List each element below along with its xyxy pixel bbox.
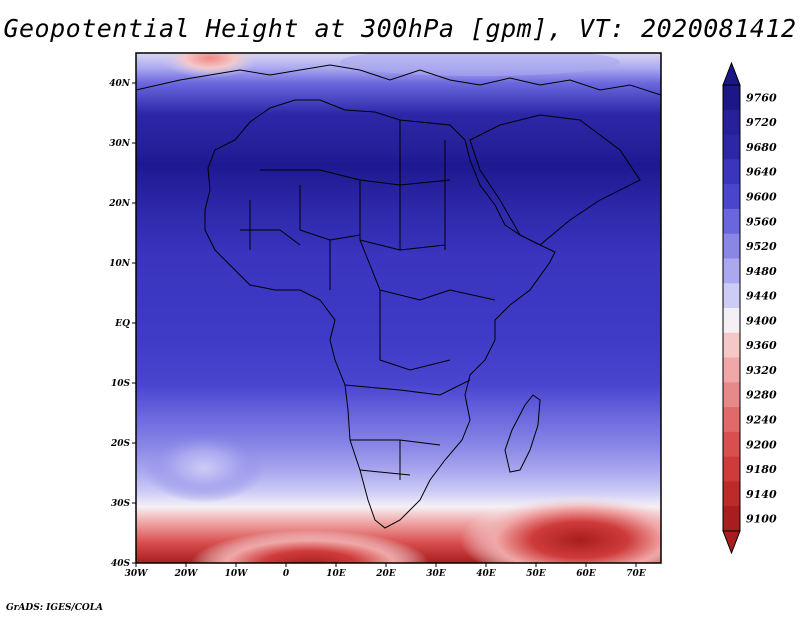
colorbar-swatch xyxy=(723,382,740,408)
colorbar-label: 9600 xyxy=(746,191,777,204)
lat-tick-label: 40S xyxy=(111,559,131,569)
lat-tick-label: 20S xyxy=(110,439,131,449)
lon-tick-label: 10W xyxy=(225,569,249,579)
africa-coastline xyxy=(204,99,556,529)
lon-tick-label: 50E xyxy=(526,569,546,579)
lat-tick-label: 40N xyxy=(109,79,131,89)
colorbar-swatch xyxy=(723,208,740,235)
height-field xyxy=(136,53,661,563)
colorbar-swatch xyxy=(723,184,740,210)
colorbar-label: 9100 xyxy=(746,513,777,526)
chart-title: Geopotential Height at 300hPa [gpm], VT:… xyxy=(3,14,797,43)
colorbar-label: 9280 xyxy=(746,389,777,402)
lon-tick-label: 40E xyxy=(476,569,496,579)
lat-axis: 40N 30N 20N 10N EQ 10S 20S 30S 40S xyxy=(108,79,136,569)
lat-tick-label: 10S xyxy=(111,379,131,389)
colorbar-bottom-arrow xyxy=(722,530,741,555)
colorbar-label: 9640 xyxy=(746,166,777,179)
lon-tick-label: 10E xyxy=(326,569,346,579)
colorbar-swatch xyxy=(723,233,740,259)
colorbar-label: 9400 xyxy=(746,314,777,327)
coastlines xyxy=(136,64,661,529)
colorbar-swatch xyxy=(723,481,740,507)
lon-tick-label: 20E xyxy=(375,569,396,579)
europe-coastline xyxy=(136,64,661,96)
lon-tick-label: 60E xyxy=(576,569,596,579)
lat-tick-label: 20N xyxy=(108,199,131,209)
credit-label: GrADS: IGES/COLA xyxy=(6,603,104,613)
colorbar-top-arrow xyxy=(722,61,741,86)
colorbar-swatch xyxy=(723,431,740,458)
colorbar-swatch xyxy=(723,407,740,433)
colorbar-swatch xyxy=(723,456,740,482)
colorbar-swatch xyxy=(723,308,740,334)
colorbar-swatch xyxy=(723,506,740,532)
colorbar-label: 9360 xyxy=(746,339,777,352)
lat-tick-label: EQ xyxy=(114,319,130,329)
colorbar-label: 9560 xyxy=(746,215,777,228)
colorbar-swatch xyxy=(723,85,740,111)
colorbar-label: 9180 xyxy=(746,463,777,476)
colorbar-swatch xyxy=(723,357,740,383)
colorbar-label: 9320 xyxy=(746,364,777,377)
colorbar-label: 9720 xyxy=(746,116,777,129)
lon-tick-label: 30E xyxy=(426,569,446,579)
colorbar-label: 9480 xyxy=(746,265,777,278)
plot-frame xyxy=(135,52,662,564)
lat-tick-label: 30N xyxy=(109,139,131,149)
colorbar-label: 9140 xyxy=(746,488,777,501)
colorbar-swatch xyxy=(723,283,740,309)
lon-tick-label: 20W xyxy=(174,569,199,579)
madagascar-coastline xyxy=(504,394,541,473)
lat-tick-label: 30S xyxy=(111,499,131,509)
colorbar-swatch xyxy=(723,134,740,160)
lat-tick-label: 10N xyxy=(109,259,131,269)
colorbar-label: 9520 xyxy=(746,240,777,253)
colorbar-label: 9200 xyxy=(746,438,777,451)
colorbar-label: 9680 xyxy=(746,141,777,154)
colorbar-swatch xyxy=(723,258,740,284)
colorbar-label: 9760 xyxy=(746,91,777,104)
colorbar-swatch xyxy=(723,332,740,359)
colorbar-swatch xyxy=(723,109,740,136)
colorbar: 9760 9720 9680 9640 9600 9560 9520 9480 9440 9400… xyxy=(722,61,777,555)
lon-tick-label: 30W xyxy=(125,569,149,579)
lon-tick-label: 0 xyxy=(283,569,290,579)
colorbar-label: 9240 xyxy=(746,414,777,427)
colorbar-label: 9440 xyxy=(746,290,777,303)
lon-tick-label: 70E xyxy=(626,569,646,579)
colorbar-frame xyxy=(722,84,741,532)
colorbar-swatch xyxy=(723,159,740,185)
lon-axis: 30W 20W 10W 0 10E 20E 30E 40E 50E 60E 70E xyxy=(125,563,646,579)
arabia-coastline xyxy=(469,114,641,246)
